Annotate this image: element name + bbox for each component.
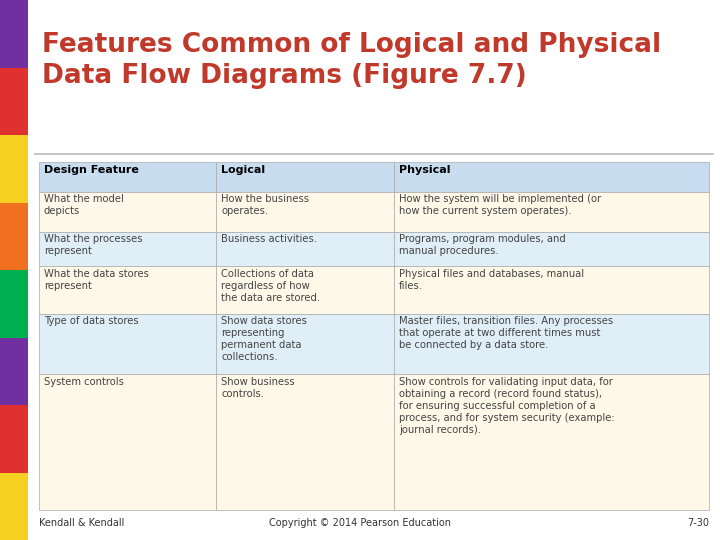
Bar: [394, 267, 709, 314]
Text: What the model
depicts: What the model depicts: [44, 194, 124, 217]
Bar: [39, 314, 217, 374]
Bar: [394, 374, 709, 510]
Bar: [39, 232, 217, 267]
Text: 7-30: 7-30: [687, 518, 709, 528]
Text: Show business
controls.: Show business controls.: [222, 377, 295, 399]
Text: Business activities.: Business activities.: [222, 234, 318, 245]
Text: Show data stores
representing
permanent data
collections.: Show data stores representing permanent …: [222, 316, 307, 362]
Text: Logical: Logical: [222, 165, 266, 175]
Text: How the business
operates.: How the business operates.: [222, 194, 310, 217]
Text: Kendall & Kendall: Kendall & Kendall: [39, 518, 124, 528]
Bar: [217, 314, 394, 374]
Text: How the system will be implemented (or
how the current system operates).: How the system will be implemented (or h…: [399, 194, 601, 217]
Bar: [394, 232, 709, 267]
Text: Design Feature: Design Feature: [44, 165, 139, 175]
Text: Physical: Physical: [399, 165, 451, 175]
Bar: [217, 162, 394, 192]
Bar: [217, 267, 394, 314]
Bar: [39, 192, 217, 232]
Text: Type of data stores: Type of data stores: [44, 316, 138, 326]
Bar: [217, 374, 394, 510]
Text: Copyright © 2014 Pearson Education: Copyright © 2014 Pearson Education: [269, 518, 451, 528]
Bar: [39, 374, 217, 510]
Text: Master files, transition files. Any processes
that operate at two different time: Master files, transition files. Any proc…: [399, 316, 613, 350]
Text: Show controls for validating input data, for
obtaining a record (record found st: Show controls for validating input data,…: [399, 377, 615, 435]
Bar: [394, 314, 709, 374]
Bar: [394, 192, 709, 232]
Text: What the processes
represent: What the processes represent: [44, 234, 143, 256]
Text: System controls: System controls: [44, 377, 124, 387]
Text: Physical files and databases, manual
files.: Physical files and databases, manual fil…: [399, 269, 584, 291]
Text: Collections of data
regardless of how
the data are stored.: Collections of data regardless of how th…: [222, 269, 320, 303]
Bar: [39, 267, 217, 314]
Bar: [217, 192, 394, 232]
Text: What the data stores
represent: What the data stores represent: [44, 269, 149, 291]
Bar: [39, 162, 217, 192]
Text: Features Common of Logical and Physical
Data Flow Diagrams (Figure 7.7): Features Common of Logical and Physical …: [42, 32, 662, 90]
Text: Programs, program modules, and
manual procedures.: Programs, program modules, and manual pr…: [399, 234, 566, 256]
Bar: [394, 162, 709, 192]
Bar: [217, 232, 394, 267]
